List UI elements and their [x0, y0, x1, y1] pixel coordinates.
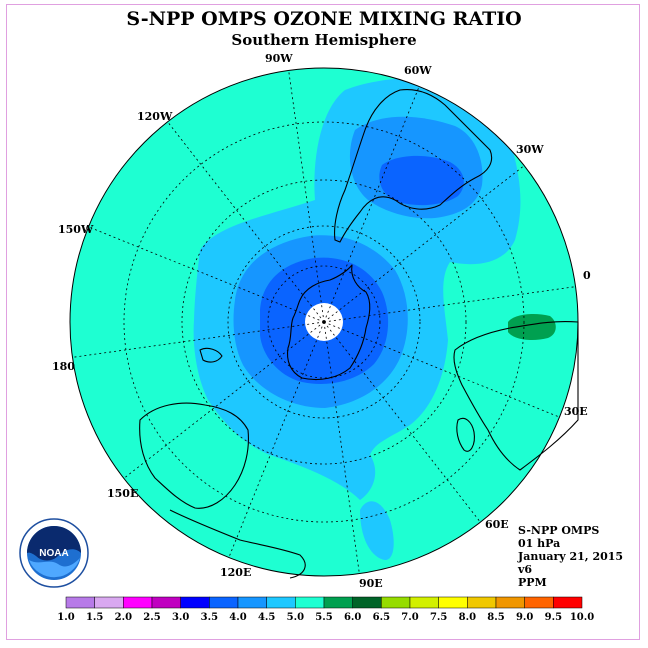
latitude-circle-70s: [267, 265, 381, 379]
lon-label-120w: 120W: [137, 110, 173, 123]
latitude-circle-60s: [227, 225, 421, 419]
color-scale-box: [467, 596, 497, 609]
info-level: 01 hPa: [518, 537, 561, 550]
color-scale-box: [381, 596, 411, 609]
color-scale-box: [553, 596, 583, 609]
meridian-line: [88, 226, 325, 323]
noaa-logo: NOAA: [19, 518, 89, 588]
color-scale-label: 5.5: [315, 612, 332, 623]
color-scale-box: [295, 596, 325, 609]
map-boundary: [69, 67, 579, 577]
color-scale-label: 2.0: [115, 612, 132, 623]
color-scale-label: 9.5: [545, 612, 562, 623]
color-scale-box: [409, 596, 439, 609]
meridian-line: [72, 321, 325, 358]
indonesia-outline: [169, 509, 306, 579]
info-block: S-NPP OMPS 01 hPa January 21, 2015 v6 PP…: [518, 524, 623, 589]
lon-label-90w: 90W: [265, 52, 293, 65]
figure-frame: [6, 4, 640, 640]
meridian-line: [228, 321, 325, 558]
color-scale-label: 10.0: [570, 612, 594, 623]
color-scale-label: 4.0: [229, 612, 246, 623]
ozone-contour-5-5: [508, 314, 556, 340]
color-scale-boxes: [65, 596, 583, 609]
lon-label-60e: 60E: [485, 518, 509, 531]
africa-outline: [453, 321, 579, 471]
color-scale-box: [495, 596, 525, 609]
lon-label-150e: 150E: [107, 487, 139, 500]
map-subtitle: Southern Hemisphere: [231, 31, 417, 49]
color-scale-box: [151, 596, 181, 609]
color-scale-label: 6.0: [344, 612, 361, 623]
color-scale-label: 4.5: [258, 612, 275, 623]
color-scale-box: [237, 596, 267, 609]
lon-label-30e: 30E: [564, 405, 588, 418]
south-america-outline: [334, 88, 493, 243]
color-scale-box: [323, 596, 353, 609]
color-scale-box: [352, 596, 382, 609]
color-scale-box: [524, 596, 554, 609]
info-units: PPM: [518, 576, 547, 589]
info-date: January 21, 2015: [518, 550, 624, 563]
color-scale-label: 8.5: [487, 612, 504, 623]
info-version: v6: [518, 563, 533, 576]
meridian-line: [167, 121, 325, 323]
info-instrument: S-NPP OMPS: [518, 524, 600, 537]
color-scale-labels: 1.0 1.5 2.0 2.5 3.0 3.5 4.0 4.5 5.0 5.5 6.0 6.5 7.0 7…: [57, 612, 594, 623]
color-scale-label: 1.0: [57, 612, 74, 623]
lon-label-30w: 30W: [516, 143, 544, 156]
meridian-line: [323, 321, 360, 574]
ozone-contour-4-0-patch: [360, 501, 394, 560]
color-scale-box: [209, 596, 239, 609]
color-scale-label: 6.5: [373, 612, 390, 623]
lon-label-150w: 150W: [58, 223, 94, 236]
latitude-circle-40s: [123, 121, 525, 523]
color-scale-box: [123, 596, 153, 609]
color-scale-label: 7.0: [401, 612, 418, 623]
lon-label-90e: 90E: [359, 577, 383, 590]
meridian-line: [323, 86, 420, 323]
map-title: S-NPP OMPS OZONE MIXING RATIO: [126, 8, 522, 30]
color-scale-box: [94, 596, 124, 609]
color-scale-label: 9.0: [516, 612, 533, 623]
meridian-line: [323, 321, 560, 418]
australia-outline: [139, 402, 249, 509]
new-zealand-outline: [199, 347, 223, 363]
color-scale-label: 7.5: [430, 612, 447, 623]
color-scale-box: [266, 596, 296, 609]
meridian-line: [323, 321, 481, 523]
lon-label-180: 180: [52, 360, 75, 373]
color-scale-label: 8.0: [459, 612, 476, 623]
meridian-line: [323, 165, 525, 323]
meridian-line: [323, 286, 576, 323]
color-scale-label: 3.0: [172, 612, 189, 623]
meridian-line: [123, 321, 325, 479]
noaa-logo-text: NOAA: [39, 548, 68, 559]
color-scale-box: [65, 596, 95, 609]
color-scale-label: 2.5: [143, 612, 160, 623]
color-scale-label: 5.0: [287, 612, 304, 623]
lon-label-120e: 120E: [220, 566, 252, 579]
color-scale-box: [438, 596, 468, 609]
lon-label-60w: 60W: [404, 64, 432, 77]
ozone-contour-3-0-north: [379, 155, 464, 206]
lon-label-0: 0: [583, 269, 591, 282]
color-scale-box: [180, 596, 210, 609]
latitude-circle-50s: [181, 179, 467, 465]
meridian-line: [288, 70, 325, 323]
color-scale-label: 3.5: [201, 612, 218, 623]
color-scale-label: 1.5: [86, 612, 103, 623]
antarctica-outline: [286, 264, 371, 381]
pole-marker: [322, 320, 326, 324]
meridians: [72, 70, 576, 574]
madagascar-outline: [456, 417, 475, 452]
